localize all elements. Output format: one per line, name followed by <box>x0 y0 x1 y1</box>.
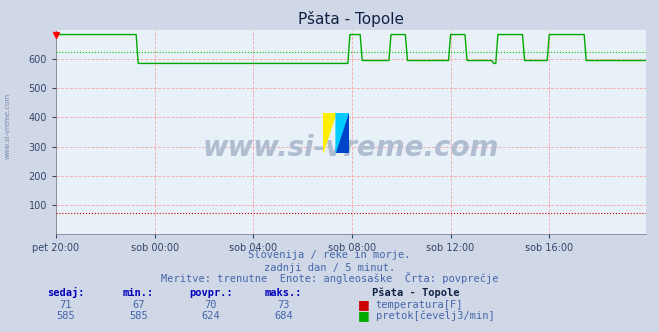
Text: ■: ■ <box>358 298 370 311</box>
Text: Slovenija / reke in morje.: Slovenija / reke in morje. <box>248 250 411 260</box>
Text: 70: 70 <box>205 300 217 310</box>
Text: zadnji dan / 5 minut.: zadnji dan / 5 minut. <box>264 263 395 273</box>
Text: 585: 585 <box>129 311 148 321</box>
Text: povpr.:: povpr.: <box>189 288 233 298</box>
Polygon shape <box>323 113 336 153</box>
Text: temperatura[F]: temperatura[F] <box>376 300 463 310</box>
Polygon shape <box>336 113 349 153</box>
Text: 71: 71 <box>60 300 72 310</box>
Text: 73: 73 <box>277 300 289 310</box>
Text: www.si-vreme.com: www.si-vreme.com <box>203 134 499 162</box>
Text: 684: 684 <box>274 311 293 321</box>
Text: Pšata - Topole: Pšata - Topole <box>372 288 460 298</box>
Text: pretok[čevelj3/min]: pretok[čevelj3/min] <box>376 311 494 321</box>
Text: 624: 624 <box>202 311 220 321</box>
Text: sedaj:: sedaj: <box>47 287 84 298</box>
Title: Pšata - Topole: Pšata - Topole <box>298 11 404 27</box>
Text: www.si-vreme.com: www.si-vreme.com <box>5 93 11 159</box>
Text: Meritve: trenutne  Enote: angleosaške  Črta: povprečje: Meritve: trenutne Enote: angleosaške Črt… <box>161 272 498 284</box>
Text: ■: ■ <box>358 309 370 322</box>
Text: 67: 67 <box>132 300 144 310</box>
Polygon shape <box>336 113 349 153</box>
Text: min.:: min.: <box>123 288 154 298</box>
Text: maks.:: maks.: <box>265 288 302 298</box>
Text: 585: 585 <box>57 311 75 321</box>
